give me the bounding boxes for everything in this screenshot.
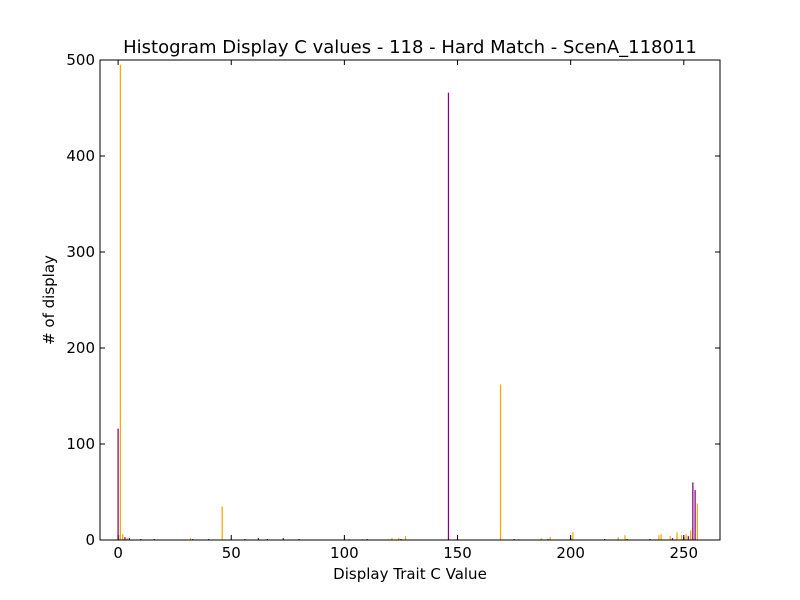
y-tick-label: 300: [66, 243, 95, 261]
histogram-bar: [117, 428, 119, 540]
histogram-bar: [671, 538, 674, 540]
plot-area-frame: [99, 59, 721, 541]
x-tick-label: 0: [113, 544, 123, 562]
histogram-bar: [572, 532, 574, 540]
histogram-bar: [669, 536, 671, 540]
histogram-bar: [696, 503, 698, 540]
histogram-bar: [680, 535, 683, 540]
x-tick-label: 100: [330, 544, 359, 562]
histogram-bar: [189, 538, 192, 540]
y-tick-label: 100: [66, 435, 95, 453]
x-tick-label: 50: [222, 544, 241, 562]
histogram-bar: [624, 535, 626, 540]
y-tick-label: 0: [85, 531, 95, 549]
histogram-bar: [685, 534, 687, 540]
histogram-bar: [499, 384, 502, 540]
histogram-bar: [122, 534, 124, 540]
y-axis-label: # of display: [40, 255, 58, 345]
chart-title: Histogram Display C values - 118 - Hard …: [123, 37, 697, 58]
y-tick-label: 400: [66, 147, 95, 165]
histogram-bar: [282, 538, 284, 540]
histogram-bar: [124, 537, 126, 540]
x-tick-label: 250: [669, 544, 698, 562]
histogram-bar: [221, 506, 223, 540]
histogram-bar: [126, 538, 128, 540]
ticks-group: 0 50 100 150 200 250 0 100 200 300 400 500: [66, 51, 720, 562]
histogram-bar: [689, 530, 692, 540]
histogram-bar: [119, 64, 121, 541]
bars-group: [117, 64, 698, 541]
histogram-bar: [549, 537, 551, 540]
x-tick-label: 200: [556, 544, 585, 562]
histogram-bar: [398, 538, 400, 540]
histogram-bar: [658, 535, 660, 540]
histogram-bar: [128, 538, 131, 540]
histogram-bar: [660, 534, 662, 540]
histogram-bar: [692, 482, 694, 540]
x-axis-label: Display Trait C Value: [333, 565, 487, 583]
histogram-bar: [687, 536, 689, 540]
x-tick-label: 150: [443, 544, 472, 562]
histogram-bar: [694, 490, 696, 540]
y-tick-label: 200: [66, 339, 95, 357]
histogram-bar: [447, 92, 450, 540]
histogram-bar: [391, 538, 393, 540]
histogram-bar: [404, 536, 407, 540]
y-tick-label: 500: [66, 51, 95, 69]
histogram-bar: [617, 537, 619, 540]
histogram-bar: [257, 538, 260, 540]
histogram-bar: [540, 538, 542, 540]
histogram-bar: [676, 532, 678, 540]
